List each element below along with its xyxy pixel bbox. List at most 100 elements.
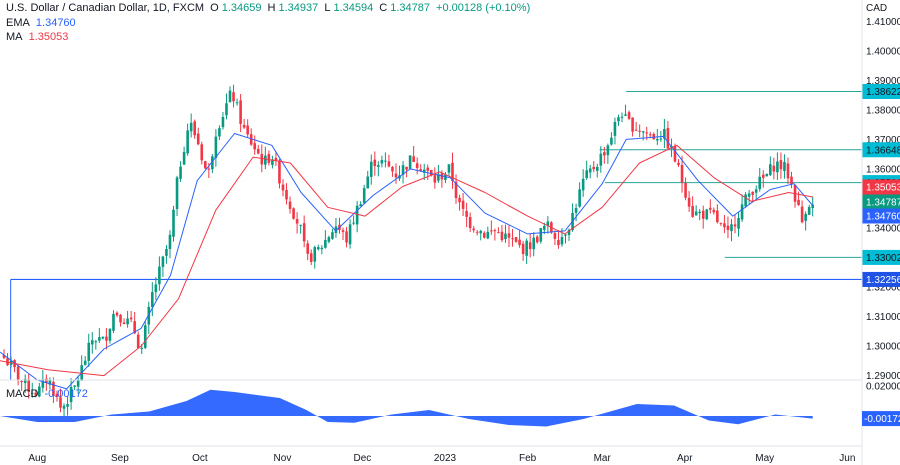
- candle-down: [518, 239, 521, 246]
- candle-down: [701, 210, 705, 219]
- candle-down: [16, 366, 20, 380]
- candle-up: [747, 193, 751, 197]
- candle-down: [761, 174, 765, 178]
- candle-up: [352, 222, 355, 224]
- candle-down: [341, 230, 345, 232]
- candle-down: [645, 132, 649, 134]
- candle-up: [158, 266, 161, 285]
- candle-up: [705, 209, 709, 220]
- candle-up: [380, 159, 384, 164]
- candle-down: [507, 233, 511, 238]
- candle-down: [634, 129, 638, 131]
- ma-value: 1.35053: [28, 31, 69, 43]
- candle-down: [430, 169, 433, 176]
- candle-up: [23, 378, 27, 383]
- ema-legend[interactable]: EMA 1.34760: [6, 17, 79, 29]
- candle-down: [306, 243, 310, 254]
- candle-down: [52, 381, 55, 396]
- candle-up: [154, 284, 158, 293]
- candle-up: [143, 325, 147, 348]
- candle-down: [55, 393, 59, 398]
- candle-up: [62, 405, 66, 409]
- price-tick-label: 1.38000: [866, 105, 900, 116]
- candle-up: [599, 153, 603, 166]
- candle-up: [355, 205, 359, 225]
- candle-up: [334, 226, 338, 233]
- candle-down: [45, 378, 48, 383]
- candle-up: [359, 204, 362, 207]
- candle-up: [479, 230, 483, 234]
- candle-down: [475, 231, 479, 233]
- candle-down: [557, 240, 560, 246]
- candle-down: [394, 173, 398, 178]
- candle-up: [98, 337, 101, 341]
- candle-down: [391, 166, 394, 172]
- ma-label: MA: [6, 31, 23, 43]
- candle-up: [560, 237, 564, 245]
- level-tag-box: [862, 142, 900, 158]
- candle-down: [405, 166, 408, 170]
- symbol-legend: U.S. Dollar / Canadian Dollar, 1D, FXCM …: [6, 2, 533, 14]
- candle-up: [228, 90, 232, 102]
- candle-up: [504, 233, 507, 240]
- time-axis: Aug Sep Oct Nov Dec 2023 Feb Mar Apr May Jun: [28, 453, 855, 464]
- time-tick-label: Mar: [594, 453, 612, 464]
- low-value: 1.34594: [333, 2, 374, 14]
- candle-up: [218, 128, 221, 137]
- candle-up: [101, 336, 105, 339]
- level-tag-label: 1.38622: [866, 87, 900, 98]
- candle-up: [168, 234, 172, 250]
- currency-label: CAD: [866, 3, 887, 14]
- candle-down: [708, 207, 712, 210]
- candle-up: [574, 208, 578, 213]
- candle-up: [581, 178, 585, 191]
- ma-legend[interactable]: MA 1.35053: [6, 31, 71, 43]
- candle-down: [27, 379, 31, 392]
- candle-up: [624, 114, 627, 116]
- candle-up: [94, 341, 98, 343]
- price-tag-label-close: 1.34787: [866, 198, 900, 209]
- candle-down: [239, 100, 242, 124]
- candle-up: [804, 213, 807, 221]
- candle-up: [585, 170, 588, 179]
- candle-down: [490, 230, 493, 232]
- candle-down: [652, 133, 656, 140]
- candle-up: [90, 340, 94, 345]
- candle-down: [345, 231, 348, 243]
- candle-down: [592, 166, 596, 170]
- price-tick-label: 1.34000: [866, 223, 900, 234]
- candle-down: [309, 253, 313, 262]
- time-tick-label: May: [755, 453, 774, 464]
- candle-up: [567, 229, 571, 235]
- candle-up: [151, 292, 154, 308]
- candle-up: [694, 211, 698, 216]
- candle-down: [723, 223, 726, 228]
- close-value: 1.34787: [390, 2, 430, 14]
- price-tag-label-ema: 1.34760: [866, 212, 900, 223]
- time-tick-label: Dec: [353, 453, 371, 464]
- candle-down: [196, 133, 200, 145]
- candle-up: [41, 379, 45, 388]
- candle-up: [362, 188, 366, 204]
- candle-down: [274, 157, 278, 161]
- candle-down: [797, 199, 800, 206]
- candle-down: [790, 176, 793, 185]
- candle-down: [528, 242, 532, 250]
- candle-up: [740, 204, 744, 220]
- price-tick-label: 1.36000: [866, 164, 900, 175]
- candle-down: [119, 314, 122, 323]
- high-label: H: [267, 2, 276, 14]
- candle-up: [437, 174, 440, 181]
- macd-legend[interactable]: MACD -0.00172: [6, 388, 91, 400]
- candle-down: [136, 334, 140, 349]
- price-tags: 1.35053 1.34787 1.34760: [862, 179, 900, 224]
- high-value: 1.34937: [278, 2, 319, 14]
- candle-up: [83, 360, 87, 365]
- candle-up: [539, 228, 543, 242]
- candle-down: [726, 225, 730, 230]
- candle-up: [698, 211, 701, 214]
- candle-up: [656, 139, 659, 141]
- candle-down: [288, 201, 292, 209]
- candle-up: [532, 237, 536, 250]
